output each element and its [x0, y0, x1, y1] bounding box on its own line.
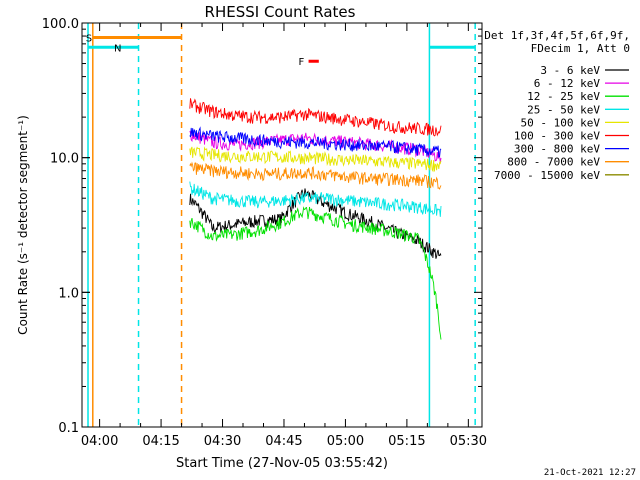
- x-tick-label: 04:00: [81, 434, 118, 449]
- series-line: [189, 181, 442, 217]
- plot-frame: [81, 22, 483, 428]
- y-axis: 0.1 1.0 10.0 100.0: [42, 17, 482, 436]
- legend-header: FDecim 1, Att 0: [531, 42, 630, 55]
- legend-header: Det 1f,3f,4f,5f,6f,9f,: [484, 29, 630, 42]
- series-line: [189, 161, 442, 190]
- x-tick-label: 05:15: [388, 434, 425, 449]
- series-line: [189, 126, 442, 158]
- legend-entry-label: 25 - 50 keV: [527, 103, 600, 116]
- footer-date: 21-Oct-2021 12:27: [544, 468, 636, 478]
- series-line: [189, 206, 442, 340]
- flag-lines-layer: [87, 23, 476, 427]
- x-tick-label: 05:00: [327, 434, 364, 449]
- x-tick-label: 04:45: [265, 434, 302, 449]
- legend-entry-label: 12 - 25 keV: [527, 90, 600, 103]
- legend-entry-label: 6 - 12 keV: [534, 77, 601, 90]
- flag-bar-label: F: [299, 57, 305, 68]
- legend-entry-label: 100 - 300 keV: [514, 130, 600, 143]
- y-tick-label: 10.0: [50, 152, 79, 167]
- x-tick-label: 05:30: [450, 434, 487, 449]
- series-line: [189, 98, 442, 137]
- series-layer: [189, 98, 442, 340]
- legend-entry-label: 300 - 800 keV: [514, 143, 600, 156]
- legend-entry-label: 50 - 100 keV: [521, 116, 601, 129]
- legend-entry-label: 3 - 6 keV: [540, 64, 600, 77]
- legend: Det 1f,3f,4f,5f,6f,9f,FDecim 1, Att 0 3 -…: [484, 29, 630, 182]
- y-tick-label: 100.0: [42, 17, 79, 32]
- x-axis: 04:00 04:15 04:30 04:45 05:00 05:15 05:30: [81, 23, 487, 449]
- y-axis-label: Count Rate (s⁻¹ detector segment⁻¹): [16, 115, 30, 335]
- flag-bars-layer: S N F: [86, 34, 476, 68]
- x-tick-label: 04:15: [142, 434, 179, 449]
- legend-entry-label: 7000 - 15000 keV: [494, 169, 600, 182]
- y-tick-label: 0.1: [58, 421, 79, 436]
- x-tick-label: 04:30: [204, 434, 241, 449]
- legend-entry-label: 800 - 7000 keV: [507, 156, 600, 169]
- chart-title: RHESSI Count Rates: [205, 3, 356, 21]
- series-line: [189, 146, 442, 173]
- flag-bar-label: N: [114, 43, 121, 54]
- flag-bar-label: S: [86, 34, 92, 45]
- x-axis-label: Start Time (27-Nov-05 03:55:42): [176, 456, 388, 471]
- y-tick-label: 1.0: [58, 286, 79, 301]
